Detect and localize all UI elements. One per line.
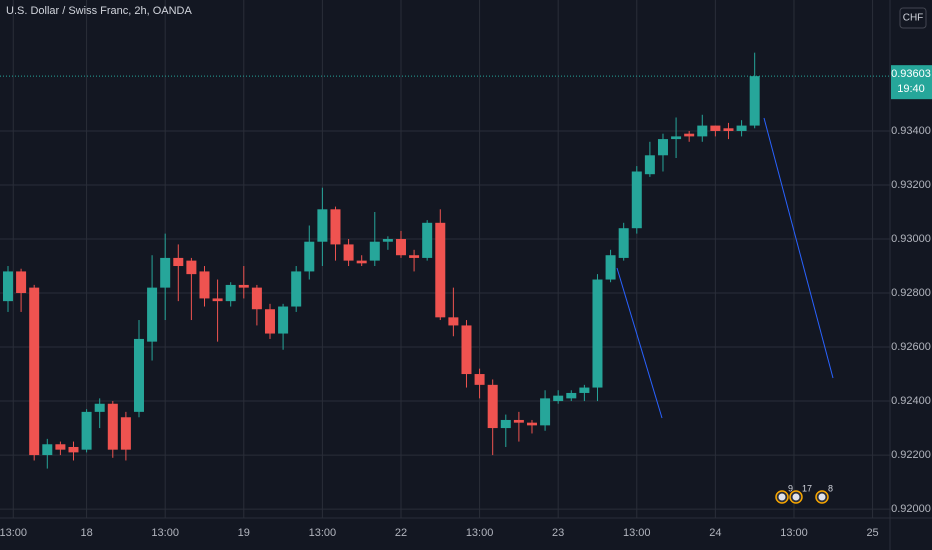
event-count: 17 (802, 483, 812, 493)
candle-body (435, 222, 446, 318)
candle-body (605, 255, 616, 280)
candle-body (382, 239, 393, 242)
candle-body (500, 419, 511, 429)
candle-body (540, 398, 551, 426)
candle-body (631, 171, 642, 229)
candle-body (448, 317, 459, 326)
candle-body (55, 444, 66, 450)
candle-body (2, 271, 13, 302)
x-tick-label: 13:00 (466, 527, 494, 539)
candle-body (749, 76, 760, 126)
candle-body (710, 125, 721, 131)
candle-body (107, 403, 118, 450)
event-count: 8 (828, 483, 833, 493)
y-tick-label: 0.92400 (891, 395, 931, 407)
candle-body (147, 287, 158, 342)
candle-body (566, 392, 577, 399)
candle-body (330, 209, 341, 245)
candle-body (356, 260, 367, 264)
trend-line (763, 117, 834, 379)
y-tick-label: 0.93000 (891, 233, 931, 245)
candle-body (133, 338, 144, 412)
candle-body (16, 271, 27, 294)
candle-body (225, 284, 236, 302)
event-count: 9 (788, 483, 793, 493)
x-tick-label: 24 (709, 527, 721, 539)
candle-body (81, 411, 92, 450)
x-tick-label: 13:00 (0, 527, 27, 539)
candle-body (212, 298, 223, 302)
countdown-label: 19:40 (897, 83, 925, 95)
trend-line (616, 267, 663, 419)
candle-body (369, 241, 380, 261)
y-tick-label: 0.92000 (891, 503, 931, 515)
y-tick-label: 0.92800 (891, 287, 931, 299)
candle-body (657, 139, 668, 156)
candle-body (513, 419, 524, 423)
candle-body (474, 374, 485, 385)
x-tick-label: 18 (80, 527, 92, 539)
candle-body (526, 422, 537, 426)
currency-label[interactable]: CHF (903, 13, 924, 24)
y-tick-label: 0.93200 (891, 179, 931, 191)
event-icon-flag (818, 493, 826, 501)
candle-body (291, 271, 302, 307)
candle-body (409, 255, 420, 258)
currency-button[interactable] (899, 7, 927, 29)
candle-body (644, 155, 655, 175)
candle-body (278, 306, 289, 334)
candle-body (736, 125, 747, 131)
x-tick-label: 13:00 (780, 527, 808, 539)
y-tick-label: 0.92200 (891, 449, 931, 461)
last-price-label: 0.93603 (891, 68, 931, 80)
x-tick-label: 25 (866, 527, 878, 539)
candle-body (173, 257, 184, 267)
candle-body (186, 260, 197, 275)
candle-body (264, 309, 275, 334)
event-icon-flag (792, 493, 800, 501)
chart-title: U.S. Dollar / Swiss Franc, 2h, OANDA (6, 5, 192, 17)
candle-body (618, 228, 629, 258)
candle-body (42, 444, 53, 456)
candle-body (422, 222, 433, 258)
candle-body (120, 417, 131, 450)
x-tick-label: 19 (238, 527, 250, 539)
candle-body (592, 279, 603, 388)
candle-body (671, 136, 682, 140)
candle-body (238, 284, 249, 288)
event-icon-flag (778, 493, 786, 501)
candle-body (94, 403, 105, 412)
x-tick-label: 23 (552, 527, 564, 539)
candle-body (579, 387, 590, 393)
candle-body (697, 125, 708, 137)
x-tick-label: 13:00 (623, 527, 651, 539)
x-tick-label: 13:00 (151, 527, 179, 539)
candle-body (553, 395, 564, 402)
candle-body (160, 257, 171, 288)
x-tick-label: 13:00 (309, 527, 337, 539)
candle-body (487, 384, 498, 429)
last-price-box (891, 65, 932, 100)
y-tick-label: 0.93400 (891, 125, 931, 137)
candle-body (723, 128, 734, 131)
y-tick-label: 0.92600 (891, 341, 931, 353)
candle-body (684, 133, 695, 137)
candle-body (304, 241, 315, 272)
candle-body (343, 244, 354, 261)
candle-body (461, 325, 472, 375)
candle-body (68, 446, 79, 453)
candle-body (251, 287, 262, 310)
candle-body (317, 209, 328, 242)
candle-body (199, 271, 210, 299)
x-tick-label: 22 (395, 527, 407, 539)
candle-body (29, 287, 40, 456)
candle-body (395, 239, 406, 256)
